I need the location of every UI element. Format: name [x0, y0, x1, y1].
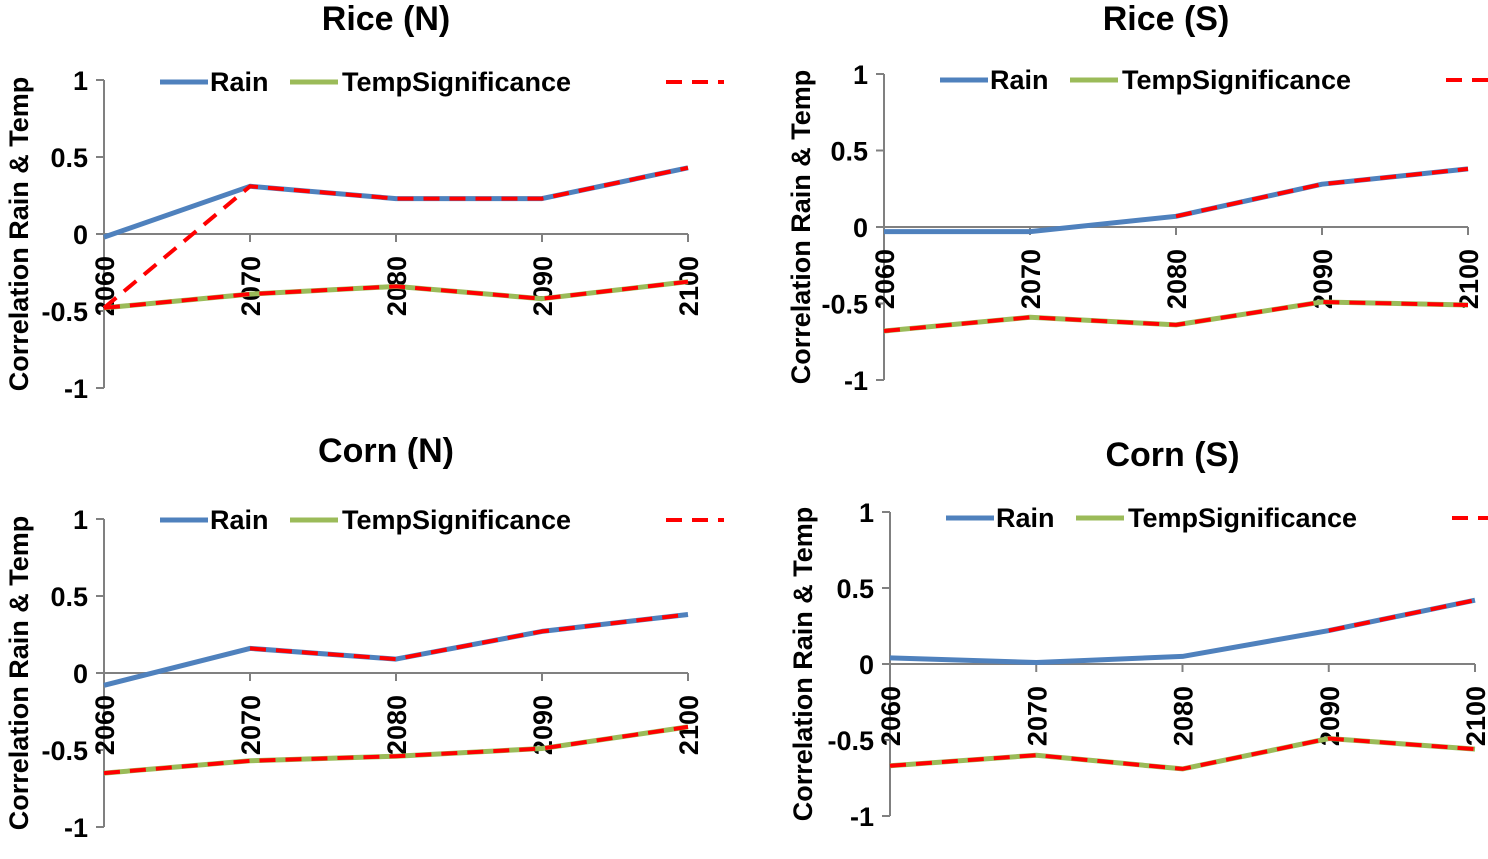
x-tick-label: 2060: [876, 686, 906, 746]
x-tick-label: 2070: [236, 695, 266, 755]
y-tick-label: -0.5: [821, 290, 868, 320]
series-significance-line: [103, 279, 689, 310]
legend-label-significance: Significance: [412, 505, 571, 535]
y-tick-label: 1: [859, 498, 874, 528]
y-tick-label: 0: [73, 220, 88, 250]
x-tick-label: 2060: [870, 249, 900, 309]
y-axis-label: Correlation Rain & Temp: [4, 516, 34, 831]
series-significance-line: [889, 736, 1476, 771]
y-tick-label: -1: [64, 813, 88, 843]
y-axis-label: Correlation Rain & Temp: [788, 507, 818, 822]
series-rain-line: [103, 165, 689, 240]
series-significance-line: [102, 165, 689, 310]
legend-label-rain: Rain: [990, 65, 1049, 95]
y-tick-label: 0.5: [50, 582, 88, 612]
chart-panel-1: Rice (N) Correlation Rain & Temp 1 0.5 0 -0.5…: [4, 0, 724, 404]
series-significance-line: [103, 724, 689, 776]
legend-label-rain: Rain: [996, 503, 1055, 533]
y-tick-label: 1: [73, 505, 88, 535]
legend-label-rain: Rain: [210, 67, 269, 97]
x-tick-label: 2090: [1308, 249, 1338, 309]
legend: Rain Temp Significance: [160, 67, 724, 97]
series-significance-line: [1175, 166, 1469, 219]
legend-label-significance: Significance: [1192, 65, 1351, 95]
legend-label-temp: Temp: [1128, 503, 1198, 533]
chart-panel-4: Corn (S) Correlation Rain & Temp 1 0.5 0 -0.5…: [788, 436, 1488, 832]
x-tick-label: 2070: [1016, 249, 1046, 309]
x-tick-label: 2100: [1454, 249, 1484, 309]
legend-label-temp: Temp: [342, 505, 412, 535]
y-tick-label: 0.5: [830, 137, 868, 167]
legend-label-temp: Temp: [342, 67, 412, 97]
y-tick-label: 0: [73, 659, 88, 689]
x-tick-label: 2070: [236, 256, 266, 316]
x-tick-label: 2090: [528, 256, 558, 316]
legend-label-rain: Rain: [210, 505, 269, 535]
y-tick-label: -1: [64, 374, 88, 404]
legend: Rain Temp Significance: [940, 65, 1488, 95]
y-tick-label: 0.5: [50, 143, 88, 173]
series-rain-line: [889, 597, 1476, 665]
y-tick-label: -0.5: [41, 736, 88, 766]
y-tick-label: 1: [73, 66, 88, 96]
legend: Rain Temp Significance: [160, 505, 724, 535]
series-significance-line: [883, 299, 1469, 333]
chart-title: Corn (N): [318, 432, 454, 470]
x-tick-label: 2100: [674, 256, 704, 316]
legend-label-significance: Significance: [1198, 503, 1357, 533]
y-tick-label: -0.5: [827, 726, 874, 756]
y-tick-label: -1: [844, 366, 868, 396]
legend-label-temp: Temp: [1122, 65, 1192, 95]
chart-panel-3: Corn (N) Correlation Rain & Temp 1 0.5 0 -0.5…: [4, 432, 724, 843]
x-tick-label: 2080: [382, 695, 412, 755]
x-tick-label: 2080: [1169, 686, 1199, 746]
chart-title: Rice (S): [1103, 0, 1230, 38]
y-tick-label: 0: [853, 213, 868, 243]
legend-label-significance: Significance: [412, 67, 571, 97]
y-tick-label: 1: [853, 60, 868, 90]
chart-title: Rice (N): [322, 0, 450, 38]
series-significance-line: [249, 612, 689, 662]
legend: Rain Temp Significance: [946, 503, 1488, 533]
y-tick-label: 0.5: [836, 574, 874, 604]
y-axis-label: Correlation Rain & Temp: [4, 77, 34, 392]
x-tick-label: 2060: [90, 695, 120, 755]
x-tick-label: 2100: [674, 695, 704, 755]
chart-title: Corn (S): [1105, 436, 1239, 474]
x-tick-label: 2080: [1162, 249, 1192, 309]
chart-panel-2: Rice (S) Correlation Rain & Temp 1 0.5 0 -0.5…: [786, 0, 1488, 396]
y-tick-label: -1: [850, 802, 874, 832]
x-tick-label: 2070: [1022, 686, 1052, 746]
y-tick-label: 0: [859, 650, 874, 680]
y-tick-label: -0.5: [41, 297, 88, 327]
y-axis-label: Correlation Rain & Temp: [786, 70, 816, 385]
x-tick-label: 2100: [1461, 686, 1488, 746]
